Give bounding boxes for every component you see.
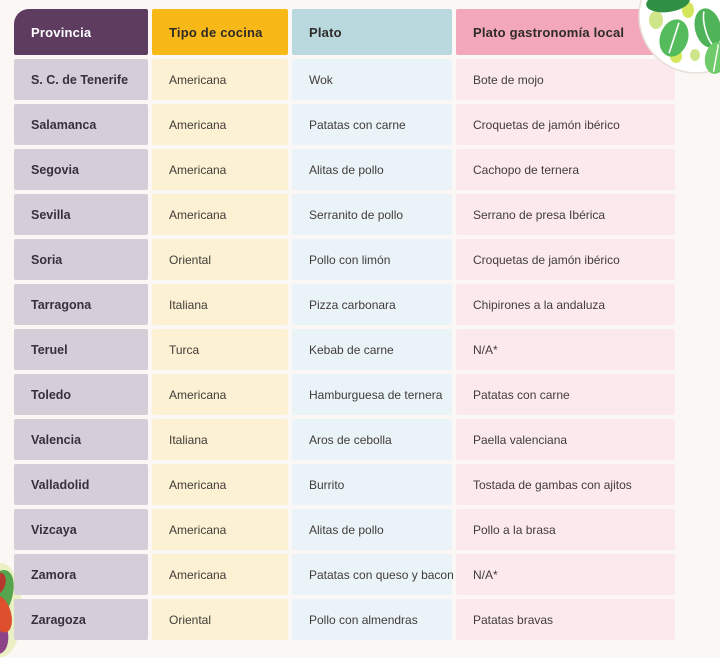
gastronomy-table: Provincia Tipo de cocina Plato Plato gas… bbox=[14, 9, 675, 640]
cell-tipo: Oriental bbox=[152, 599, 288, 640]
cell-tipo: Americana bbox=[152, 464, 288, 505]
cell-plato: Kebab de carne bbox=[292, 329, 452, 370]
cell-plato: Burrito bbox=[292, 464, 452, 505]
cell-plato: Wok bbox=[292, 59, 452, 100]
cell-local: Serrano de presa Ibérica bbox=[456, 194, 675, 235]
salad-bowl-illustration bbox=[638, 0, 720, 74]
cell-plato: Serranito de pollo bbox=[292, 194, 452, 235]
column-header-plato: Plato bbox=[292, 9, 452, 55]
cell-local: Bote de mojo bbox=[456, 59, 675, 100]
cell-local: Cachopo de ternera bbox=[456, 149, 675, 190]
cell-local: Patatas con carne bbox=[456, 374, 675, 415]
cell-local: Patatas bravas bbox=[456, 599, 675, 640]
cell-provincia: Zamora bbox=[14, 554, 148, 595]
cell-tipo: Americana bbox=[152, 509, 288, 550]
cell-provincia: Salamanca bbox=[14, 104, 148, 145]
cell-provincia: Tarragona bbox=[14, 284, 148, 325]
column-header-tipo-de-cocina: Tipo de cocina bbox=[152, 9, 288, 55]
cell-plato: Alitas de pollo bbox=[292, 509, 452, 550]
cell-provincia: Sevilla bbox=[14, 194, 148, 235]
cell-tipo: Americana bbox=[152, 104, 288, 145]
cell-provincia: Segovia bbox=[14, 149, 148, 190]
cell-local: N/A* bbox=[456, 329, 675, 370]
cell-plato: Hamburguesa de ternera bbox=[292, 374, 452, 415]
cell-provincia: Soria bbox=[14, 239, 148, 280]
cell-tipo: Turca bbox=[152, 329, 288, 370]
cell-plato: Alitas de pollo bbox=[292, 149, 452, 190]
cell-tipo: Oriental bbox=[152, 239, 288, 280]
cell-provincia: Valladolid bbox=[14, 464, 148, 505]
cell-local: Chipirones a la andaluza bbox=[456, 284, 675, 325]
cell-tipo: Americana bbox=[152, 59, 288, 100]
cell-provincia: Toledo bbox=[14, 374, 148, 415]
cell-tipo: Italiana bbox=[152, 419, 288, 460]
cell-plato: Patatas con carne bbox=[292, 104, 452, 145]
cell-plato: Patatas con queso y bacon bbox=[292, 554, 454, 595]
cell-plato: Pollo con limón bbox=[292, 239, 452, 280]
cell-tipo: Americana bbox=[152, 194, 288, 235]
cell-provincia: Vizcaya bbox=[14, 509, 148, 550]
cell-plato: Aros de cebolla bbox=[292, 419, 452, 460]
cell-local: N/A* bbox=[456, 554, 675, 595]
cell-provincia: Zaragoza bbox=[14, 599, 148, 640]
cell-tipo: Italiana bbox=[152, 284, 288, 325]
cell-local: Tostada de gambas con ajitos bbox=[456, 464, 675, 505]
cell-local: Paella valenciana bbox=[456, 419, 675, 460]
cell-tipo: Americana bbox=[152, 374, 288, 415]
cell-local: Croquetas de jamón ibérico bbox=[456, 104, 675, 145]
cell-provincia: Valencia bbox=[14, 419, 148, 460]
cell-tipo: Americana bbox=[152, 149, 288, 190]
cell-local: Croquetas de jamón ibérico bbox=[456, 239, 675, 280]
column-header-provincia: Provincia bbox=[14, 9, 148, 55]
cell-provincia: S. C. de Tenerife bbox=[14, 59, 148, 100]
cell-provincia: Teruel bbox=[14, 329, 148, 370]
cell-plato: Pollo con almendras bbox=[292, 599, 452, 640]
cell-tipo: Americana bbox=[152, 554, 288, 595]
cell-plato: Pizza carbonara bbox=[292, 284, 452, 325]
cell-local: Pollo a la brasa bbox=[456, 509, 675, 550]
